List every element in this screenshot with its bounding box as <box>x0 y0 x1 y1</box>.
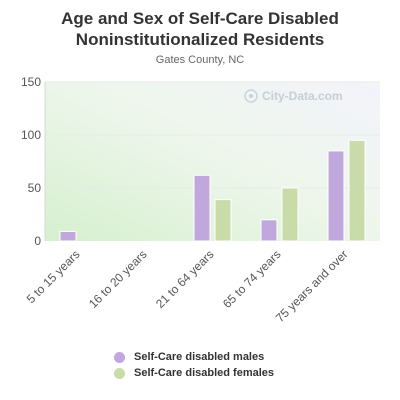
y-tick-label: 150 <box>21 75 41 89</box>
bar-males[interactable] <box>59 230 77 242</box>
legend-swatch-females <box>114 367 125 379</box>
bar-females[interactable] <box>348 139 366 242</box>
watermark: City-Data.com <box>244 89 343 103</box>
y-tick-label: 0 <box>34 234 41 248</box>
x-tick-label: 65 to 74 years <box>220 247 284 311</box>
bar-males[interactable] <box>193 174 211 242</box>
watermark-icon-dot <box>249 94 253 98</box>
y-tick-label: 100 <box>21 128 41 142</box>
watermark-text: City-Data.com <box>262 89 343 103</box>
legend-item-females: Self-Care disabled females <box>114 365 274 381</box>
x-tick-label: 21 to 64 years <box>153 247 217 311</box>
legend-swatch-males <box>114 351 125 363</box>
x-tick-label: 5 to 15 years <box>24 247 83 306</box>
bar-females[interactable] <box>214 199 232 242</box>
y-tick-label: 50 <box>28 181 42 195</box>
bar-males[interactable] <box>327 150 345 242</box>
chart-subtitle: Gates County, NC <box>155 54 245 66</box>
legend-item-males: Self-Care disabled males <box>114 349 274 365</box>
bar-males[interactable] <box>260 219 278 242</box>
bar-females[interactable] <box>281 187 299 242</box>
x-tick-label: 16 to 20 years <box>86 247 150 311</box>
legend-label-females: Self-Care disabled females <box>134 367 275 379</box>
plot-background <box>45 82 380 241</box>
chart-title: Age and Sex of Self-Care Disabled Nonins… <box>0 8 400 50</box>
chart-title-line-2: Noninstitutionalized Residents <box>75 30 325 49</box>
legend-label-males: Self-Care disabled males <box>134 351 265 363</box>
x-tick-label: 75 years and over <box>273 247 351 325</box>
legend: Self-Care disabled males Self-Care disab… <box>114 349 274 381</box>
chart-title-line-1: Age and Sex of Self-Care Disabled <box>61 9 339 28</box>
watermark-icon <box>244 89 258 103</box>
